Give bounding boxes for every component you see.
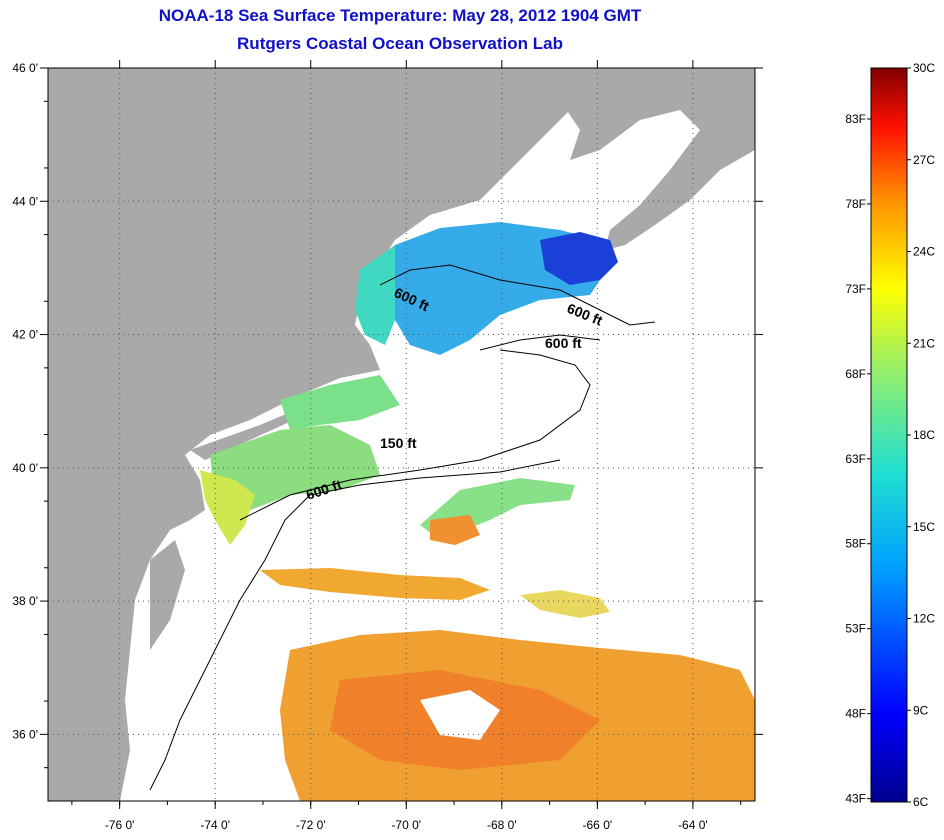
contour-label-150ft: 150 ft — [380, 435, 417, 451]
lon-tick-label: -76 0' — [105, 818, 135, 832]
lat-tick-label: 46 0' — [12, 61, 38, 75]
contour-label-600ft-georges: 600 ft — [545, 335, 582, 351]
colorbar-celsius-label: 6C — [913, 795, 929, 809]
land-us-east-coast — [48, 68, 600, 801]
map-title: NOAA-18 Sea Surface Temperature: May 28,… — [158, 6, 642, 25]
lat-tick-label: 44 0' — [12, 194, 38, 208]
sst-slope-yellow — [520, 590, 610, 618]
temperature-colorbar: 83F 78F 73F 68F 63F 58F 53F 48F 43F 30C 27C 24C 21C… — [845, 61, 935, 809]
colorbar-fahrenheit-label: 83F — [845, 112, 866, 126]
colorbar-fahrenheit-label: 63F — [845, 452, 866, 466]
map-frame — [47, 67, 756, 802]
lon-tick-label: -74 0' — [200, 818, 230, 832]
colorbar-celsius-label: 30C — [913, 61, 935, 75]
lon-tick-label: -72 0' — [296, 818, 326, 832]
colorbar-celsius-label: 24C — [913, 245, 935, 259]
grid — [48, 67, 755, 801]
colorbar-celsius-labels: 30C 27C 24C 21C 18C 15C 12C 9C 6C — [907, 61, 935, 809]
colorbar-fahrenheit-label: 43F — [845, 792, 866, 806]
sst-nearshore-maine — [355, 245, 395, 345]
land-delmarva — [150, 540, 185, 650]
colorbar-celsius-label: 21C — [913, 336, 935, 350]
colorbar-celsius-label: 15C — [913, 520, 935, 534]
colorbar-celsius-label: 18C — [913, 428, 935, 442]
isobath-150ft — [239, 349, 591, 521]
colorbar-fahrenheit-label: 68F — [845, 367, 866, 381]
colorbar-fahrenheit-label: 58F — [845, 537, 866, 551]
sst-ocean-nodata-gap — [420, 690, 500, 740]
isobath-600ft-gom — [379, 264, 656, 326]
land-nova-scotia — [540, 68, 755, 250]
lon-tick-label: -66 0' — [583, 818, 613, 832]
lon-tick-label: -70 0' — [391, 818, 421, 832]
sst-warm-patch-small — [430, 515, 480, 545]
lat-tick-label: 38 0' — [12, 594, 38, 608]
sst-bay-of-fundy — [540, 232, 618, 285]
lon-tick-label: -68 0' — [487, 818, 517, 832]
colorbar-fahrenheit-label: 73F — [845, 282, 866, 296]
colorbar-fahrenheit-label: 53F — [845, 622, 866, 636]
isobath-600ft-georges — [479, 334, 601, 351]
isobath-contours — [149, 264, 656, 791]
lat-tick-label: 36 0' — [12, 727, 38, 741]
sst-nj-shelf — [200, 470, 255, 545]
colorbar-celsius-label: 12C — [913, 612, 935, 626]
land-long-island — [190, 408, 305, 460]
colorbar-fahrenheit-label: 48F — [845, 707, 866, 721]
sst-southern-new-england — [280, 375, 400, 430]
lon-tick-label: -64 0' — [678, 818, 708, 832]
map-subtitle: Rutgers Coastal Ocean Observation Lab — [237, 34, 563, 53]
axis-ticks: -76 0' -74 0' -72 0' -70 0' -68 0' -66 0' -64 … — [12, 60, 763, 832]
sst-warm-filament — [260, 568, 490, 600]
lat-tick-label: 42 0' — [12, 328, 38, 342]
colorbar-gradient — [870, 67, 908, 803]
colorbar-celsius-label: 27C — [913, 153, 935, 167]
lat-tick-label: 40 0' — [12, 461, 38, 475]
colorbar-fahrenheit-labels: 83F 78F 73F 68F 63F 58F 53F 48F 43F — [845, 112, 871, 806]
colorbar-celsius-label: 9C — [913, 703, 929, 717]
colorbar-fahrenheit-label: 78F — [845, 197, 866, 211]
map-layers — [48, 68, 755, 801]
isobath-600ft-shelf — [149, 459, 561, 791]
